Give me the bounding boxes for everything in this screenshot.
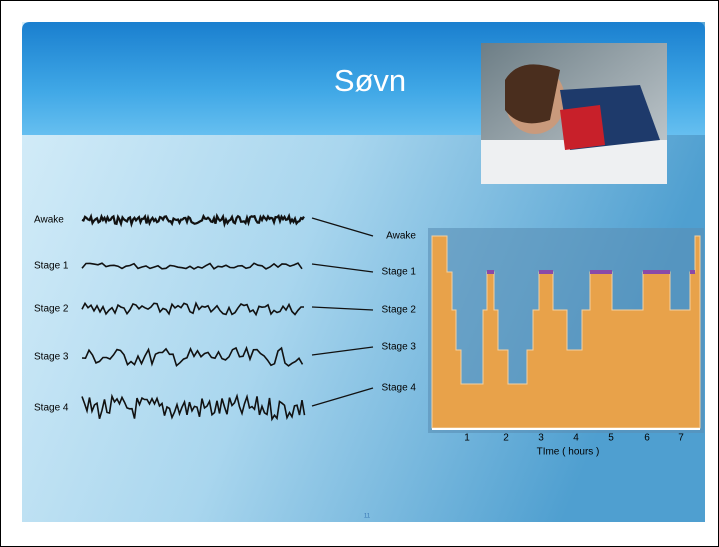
eeg-label: Stage 2 bbox=[34, 304, 69, 315]
x-tick-label: 1 bbox=[464, 433, 470, 444]
x-tick-label: 6 bbox=[644, 433, 650, 444]
eeg-label: Stage 1 bbox=[34, 261, 69, 272]
stage-label: Awake bbox=[386, 231, 416, 242]
photo bbox=[481, 43, 667, 184]
x-tick-label: 5 bbox=[608, 433, 614, 444]
x-tick-label: 7 bbox=[678, 433, 684, 444]
x-tick-label: 2 bbox=[503, 433, 509, 444]
x-tick-label: 3 bbox=[538, 433, 544, 444]
slide-title: Søvn bbox=[334, 63, 406, 98]
stage-label: Stage 2 bbox=[382, 305, 417, 316]
x-tick-label: 4 bbox=[573, 433, 579, 444]
eeg-label: Stage 4 bbox=[34, 403, 69, 414]
page-number: 11 bbox=[364, 514, 371, 520]
eeg-label: Awake bbox=[34, 215, 64, 226]
stage-label: Stage 3 bbox=[382, 342, 417, 353]
eeg-label: Stage 3 bbox=[34, 352, 69, 363]
x-axis-label: TIme ( hours ) bbox=[537, 447, 600, 458]
hypnogram bbox=[428, 228, 704, 433]
stage-label: Stage 4 bbox=[382, 383, 417, 394]
stage-label: Stage 1 bbox=[382, 267, 417, 278]
slide-page: Søvn Awake Stage 1 Stage 2 Stage 3 Stage 4 Aw… bbox=[0, 0, 719, 547]
